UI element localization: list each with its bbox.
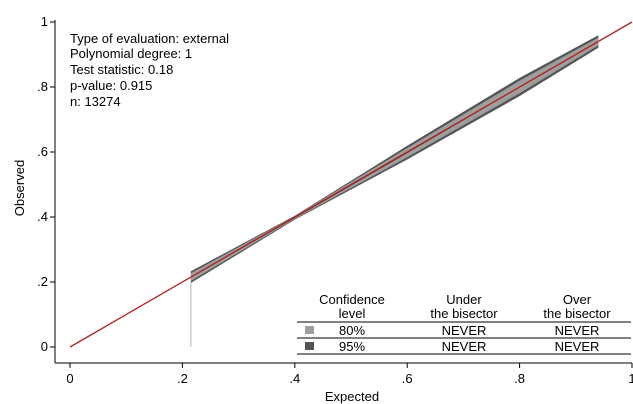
table-header-level-line1: Confidence (319, 292, 385, 307)
table-header-under-line1: Under (446, 292, 482, 307)
bisector-line (69, 21, 633, 348)
table-row-95-level: 95% (339, 339, 365, 354)
annotation-evaluation-type: Type of evaluation: external (70, 31, 229, 46)
x-axis-title: Expected (325, 389, 379, 404)
y-tick-label: .2 (37, 274, 48, 289)
y-tick-label: .6 (37, 144, 48, 159)
chart-lines (69, 21, 633, 348)
annotation-polynomial-degree: Polynomial degree: 1 (70, 46, 192, 61)
confidence-table: Confidence level Under the bisector Over… (297, 292, 631, 355)
x-tick-label: 1 (628, 371, 633, 386)
annotation-test-statistic: Test statistic: 0.18 (70, 62, 173, 77)
legend-swatch-95 (305, 342, 314, 350)
table-row-80-over: NEVER (555, 323, 600, 338)
x-tick-label: .8 (514, 371, 525, 386)
x-tick-label: .6 (402, 371, 413, 386)
table-row-80-level: 80% (339, 323, 365, 338)
table-row-95-over: NEVER (555, 339, 600, 354)
table-row-95-under: NEVER (442, 339, 487, 354)
statistics-annotation: Type of evaluation: external Polynomial … (70, 31, 229, 109)
table-header-over-line1: Over (563, 292, 592, 307)
y-axis-title: Observed (12, 160, 27, 216)
x-tick-label: 0 (66, 371, 73, 386)
annotation-n: n: 13274 (70, 94, 121, 109)
legend-swatch-80 (305, 326, 314, 334)
table-row-80-under: NEVER (442, 323, 487, 338)
y-tick-label: .8 (37, 79, 48, 94)
annotation-p-value: p-value: 0.915 (70, 78, 152, 93)
table-header-over-line2: the bisector (543, 306, 611, 321)
y-tick-label: 0 (41, 339, 48, 354)
table-header-under-line2: the bisector (430, 306, 498, 321)
y-tick-label: .4 (37, 209, 48, 224)
y-tick-label: 1 (41, 14, 48, 29)
chart-axes: 0 .2 .4 .6 .8 1 0 .2 .4 .6 .8 1 (37, 14, 633, 386)
x-tick-label: .4 (289, 371, 300, 386)
table-header-level-line2: level (339, 306, 366, 321)
x-tick-label: .2 (177, 371, 188, 386)
